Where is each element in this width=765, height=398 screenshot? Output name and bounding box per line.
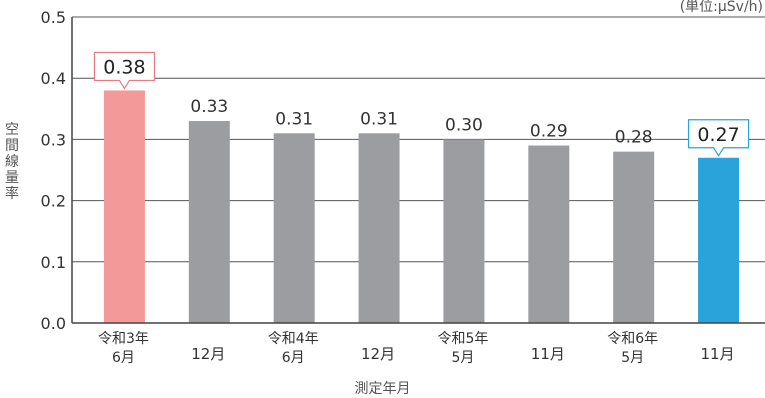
x-tick-label-month: 12月: [191, 345, 225, 363]
value-label: 0.30: [445, 115, 483, 135]
bar: [443, 139, 485, 323]
bar: [188, 121, 230, 323]
x-tick-label-year: 令和4年: [268, 331, 319, 347]
value-callout: [93, 51, 156, 90]
value-label: 0.38: [103, 56, 145, 78]
x-tick-label-month: 6月: [282, 350, 305, 366]
y-tick-label: 0.3: [41, 130, 66, 149]
x-tick-label-month: 6月: [112, 350, 135, 366]
x-tick-label-month: 5月: [451, 350, 474, 366]
value-label: 0.31: [360, 109, 398, 129]
value-label: 0.28: [615, 128, 653, 148]
x-tick-label-month: 11月: [701, 345, 735, 363]
bar: [698, 157, 740, 323]
value-label: 0.27: [697, 124, 739, 146]
x-tick-label-year: 令和6年: [607, 331, 658, 347]
y-tick-label: 0.0: [41, 314, 66, 333]
value-label: 0.31: [275, 109, 313, 129]
y-tick-label: 0.4: [41, 69, 66, 88]
bar: [358, 133, 400, 323]
x-tick-label-month: 11月: [531, 345, 565, 363]
y-axis-label: 空間線量率: [5, 122, 19, 202]
x-tick-label-year: 令和3年: [98, 331, 149, 347]
x-tick-label-year: 令和5年: [437, 331, 488, 347]
bar: [273, 133, 315, 323]
value-callout: [687, 119, 750, 157]
x-tick-label-month: 12月: [361, 345, 395, 363]
unit-label: (単位:μSv/h): [679, 0, 763, 15]
y-tick-label: 0.2: [41, 192, 66, 211]
bar: [528, 145, 570, 323]
bar: [613, 151, 655, 323]
x-axis-label: 測定年月: [354, 381, 411, 397]
bar: [103, 90, 145, 323]
value-label: 0.29: [530, 122, 568, 142]
y-tick-label: 0.1: [41, 253, 66, 272]
value-label: 0.33: [190, 97, 228, 117]
y-tick-label: 0.5: [41, 8, 66, 27]
x-tick-label-month: 5月: [621, 350, 644, 366]
